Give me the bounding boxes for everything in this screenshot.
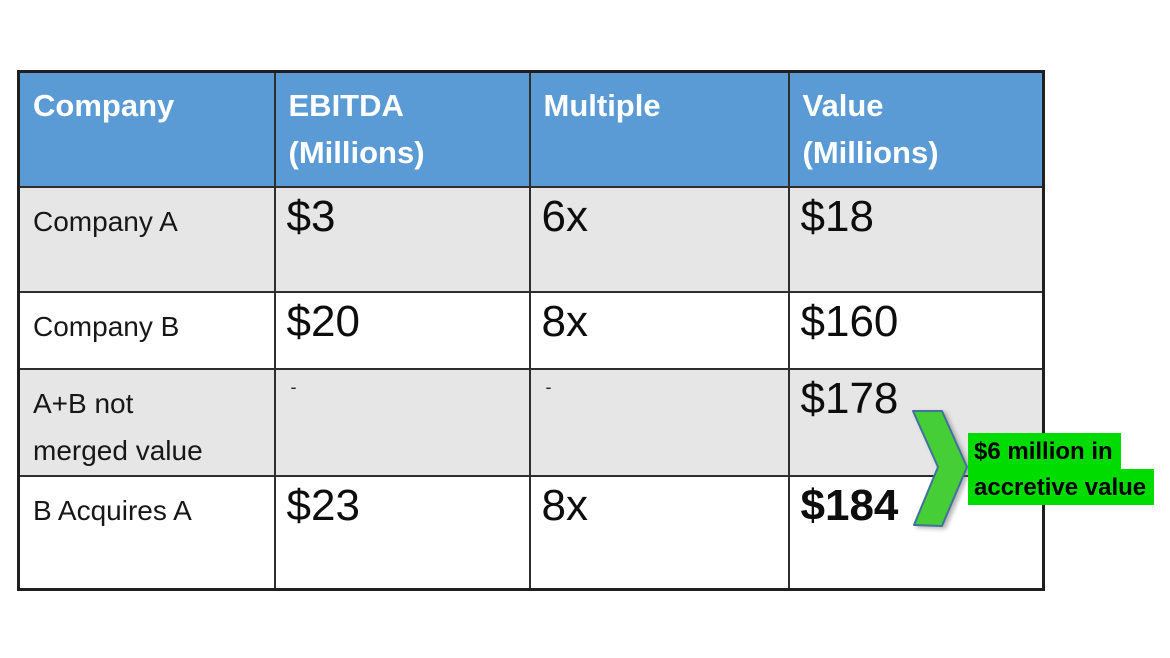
valuation-table: Company EBITDA (Millions) Multiple Value… — [17, 70, 1045, 592]
cell-acquires-label: B Acquires A — [17, 474, 276, 591]
column-header-multiple: Multiple — [528, 70, 790, 188]
cell-not-merged-multiple: - — [528, 367, 790, 477]
column-header-ebitda: EBITDA (Millions) — [273, 70, 531, 188]
cell-not-merged-value: $178 — [787, 367, 1045, 477]
chevron-arrow-icon — [912, 410, 968, 527]
cell-company-a-multiple: 6x — [528, 185, 790, 293]
cell-company-b-multiple: 8x — [528, 290, 790, 370]
cell-company-a-label: Company A — [17, 185, 276, 293]
callout-line-1: $6 million in — [968, 433, 1121, 469]
cell-not-merged-ebitda: - — [273, 367, 531, 477]
column-header-value: Value (Millions) — [787, 70, 1045, 188]
table-row-company-b: Company B $20 8x $160 — [17, 290, 1045, 370]
cell-acquires-ebitda: $23 — [273, 474, 531, 591]
cell-acquires-multiple: 8x — [528, 474, 790, 591]
column-header-company: Company — [17, 70, 276, 188]
table-row-company-a: Company A $3 6x $18 — [17, 185, 1045, 293]
table-header-row: Company EBITDA (Millions) Multiple Value… — [17, 70, 1045, 188]
cell-company-a-ebitda: $3 — [273, 185, 531, 293]
cell-company-a-value: $18 — [787, 185, 1045, 293]
cell-not-merged-label: A+B not merged value — [17, 367, 276, 477]
cell-company-b-ebitda: $20 — [273, 290, 531, 370]
cell-company-b-label: Company B — [17, 290, 276, 370]
cell-company-b-value: $160 — [787, 290, 1045, 370]
table-row-b-acquires-a: B Acquires A $23 8x $184 — [17, 474, 1045, 591]
accretive-value-callout: $6 million in accretive value — [968, 433, 1155, 505]
table-row-not-merged: A+B not merged value - - $178 — [17, 367, 1045, 477]
callout-line-2: accretive value — [968, 469, 1155, 505]
